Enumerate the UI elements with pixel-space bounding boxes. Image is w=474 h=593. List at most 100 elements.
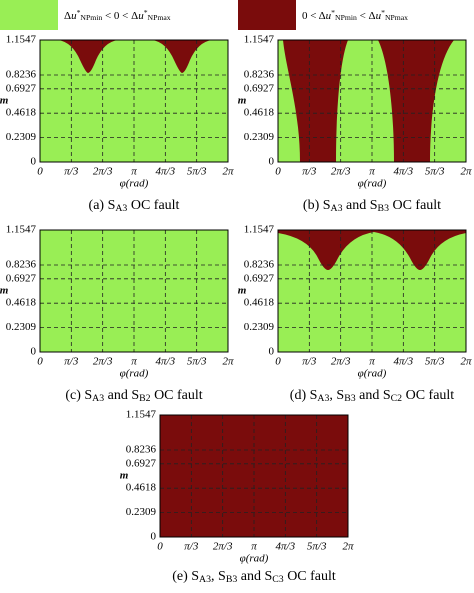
region-red: [160, 415, 348, 537]
x-tick-label: 2π: [222, 166, 234, 178]
region-green: [40, 40, 228, 162]
y-tick-label: 0: [31, 156, 37, 168]
legend-swatch: [238, 0, 296, 30]
x-axis-label: φ(rad): [358, 368, 387, 380]
subscript: A3: [317, 393, 329, 404]
y-axis-label: m: [120, 470, 129, 482]
superscript: *: [77, 8, 81, 17]
y-tick-label: 1.1547: [126, 409, 157, 421]
plot-frame: [277, 229, 467, 353]
x-tick-label: π/3: [302, 166, 317, 178]
y-tick-label: 1.1547: [6, 224, 37, 236]
y-axis-label: m: [0, 95, 9, 107]
y-axis-label: m: [238, 285, 247, 297]
x-tick-label: 4π/3: [276, 541, 296, 553]
x-tick-label: 5π/3: [307, 541, 327, 553]
plot-frame: [39, 229, 229, 353]
x-tick-label: π: [131, 356, 137, 368]
x-tick-label: 4π/3: [156, 356, 176, 368]
rich-text: (a) SA3 OC fault: [89, 198, 180, 214]
y-tick-label: 0.8236: [126, 444, 157, 456]
rich-text: Δu*NPmin < 0 < Δu*NPmax: [64, 8, 171, 23]
y-tick-label: 0.8236: [6, 259, 37, 271]
x-axis-label: φ(rad): [120, 178, 149, 190]
x-tick-label: 2π/3: [93, 356, 113, 368]
superscript: *: [144, 8, 148, 17]
text-part: (d) S: [290, 388, 318, 403]
x-tick-label: π/3: [302, 356, 317, 368]
x-tick-label: 2π: [460, 356, 472, 368]
x-tick-label: 0: [275, 166, 281, 178]
y-axis-label: m: [238, 95, 247, 107]
x-tick-label: 5π/3: [425, 356, 445, 368]
y-tick-label: 0.4618: [6, 297, 37, 309]
x-tick-label: 4π/3: [394, 356, 414, 368]
rich-text: (e) SA3, SB3 and SC3 OC fault: [172, 569, 336, 585]
legend-swatch: [0, 0, 58, 30]
x-axis-label: φ(rad): [358, 178, 387, 190]
text-part: , S: [329, 388, 344, 403]
x-tick-label: 2π/3: [331, 356, 351, 368]
region-green: [278, 230, 466, 352]
text-part: and S: [356, 388, 391, 403]
y-tick-label: 0.6927: [6, 82, 37, 94]
y-tick-label: 0.2309: [6, 321, 37, 333]
text-part: OC fault: [284, 569, 336, 584]
y-tick-label: 0: [151, 531, 157, 543]
region-red: [283, 40, 454, 162]
subscript: A3: [115, 203, 127, 214]
x-tick-label: 2π/3: [331, 166, 351, 178]
x-tick-label: 0: [37, 166, 43, 178]
plot-frame: [39, 39, 229, 163]
y-tick-label: 0.2309: [126, 506, 157, 518]
subscript: C2: [391, 393, 403, 404]
subscript: C3: [272, 574, 284, 585]
x-tick-label: π: [369, 356, 375, 368]
text-part: (c) S: [65, 388, 92, 403]
x-axis-label: φ(rad): [240, 553, 269, 565]
y-tick-label: 1.1547: [244, 34, 275, 46]
y-tick-label: 0.8236: [244, 259, 275, 271]
x-tick-label: 2π: [342, 541, 354, 553]
subscript: B3: [344, 393, 356, 404]
rich-text: 0 < Δu*NPmin < Δu*NPmax: [302, 8, 408, 23]
y-tick-label: 0.2309: [244, 321, 275, 333]
superscript: *: [381, 8, 385, 17]
text-part: u: [138, 10, 144, 22]
x-tick-label: 5π/3: [187, 356, 207, 368]
text-part: < 0 < Δ: [102, 10, 138, 22]
subscript: NPmax: [385, 13, 408, 22]
x-tick-label: π/3: [64, 166, 79, 178]
x-tick-label: 5π/3: [425, 166, 445, 178]
text-part: and S: [237, 569, 272, 584]
plot-frame: [159, 414, 349, 538]
region-red: [58, 40, 212, 73]
y-tick-label: 0: [31, 346, 37, 358]
y-tick-label: 0.4618: [6, 107, 37, 119]
subscript: A3: [331, 203, 343, 214]
y-tick-label: 0.4618: [244, 297, 275, 309]
text-part: u: [326, 10, 332, 22]
y-tick-label: 0.2309: [6, 131, 37, 143]
y-tick-label: 0.6927: [126, 457, 157, 469]
subscript: NPmax: [148, 13, 171, 22]
text-part: Δ: [64, 10, 71, 22]
text-part: u: [376, 10, 382, 22]
y-axis-label: m: [0, 285, 9, 297]
subscript: NPmin: [80, 13, 102, 22]
x-tick-label: π/3: [184, 541, 199, 553]
y-tick-label: 0.2309: [244, 131, 275, 143]
x-tick-label: 0: [275, 356, 281, 368]
region-green: [40, 230, 228, 352]
x-tick-label: 0: [37, 356, 43, 368]
subscript: NPmin: [335, 13, 357, 22]
text-part: 0 < Δ: [302, 10, 326, 22]
text-part: , S: [211, 569, 226, 584]
y-tick-label: 0.8236: [6, 69, 37, 81]
x-tick-label: 2π: [460, 166, 472, 178]
